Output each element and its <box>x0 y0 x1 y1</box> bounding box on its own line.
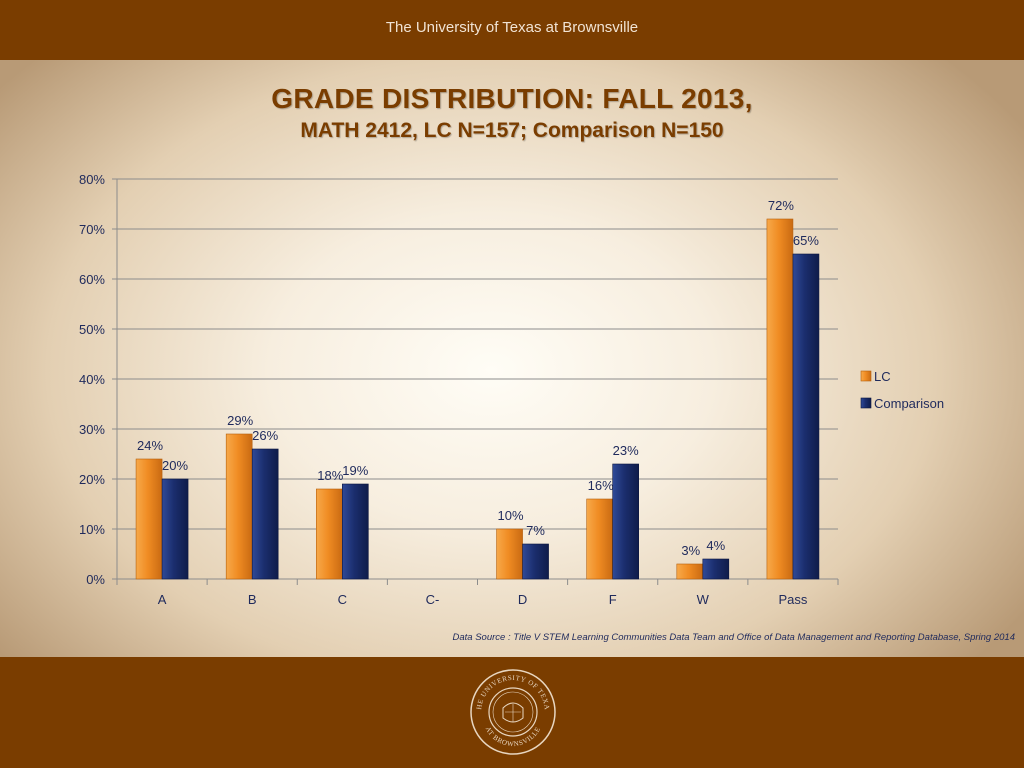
data-source-note: Data Source : Title V STEM Learning Comm… <box>452 632 1015 643</box>
data-label: 23% <box>613 443 639 458</box>
slide-subtitle: MATH 2412, LC N=157; Comparison N=150 <box>300 119 724 142</box>
y-tick-label: 0% <box>86 572 105 587</box>
header-title: The University of Texas at Brownsville <box>385 19 639 36</box>
data-label: 10% <box>498 508 524 523</box>
data-label: 16% <box>588 478 614 493</box>
x-tick-label: B <box>248 592 257 607</box>
bar-comparison-b <box>251 448 279 580</box>
x-tick-label: Pass <box>778 592 807 607</box>
legend-swatch-comparison <box>860 397 872 409</box>
svg-text:THE UNIVERSITY OF TEXAS: THE UNIVERSITY OF TEXAS <box>469 668 551 711</box>
bar-lc-a <box>135 458 163 580</box>
data-label: 20% <box>162 458 188 473</box>
data-label: 19% <box>342 463 368 478</box>
y-tick-label: 10% <box>79 522 105 537</box>
header-bar: The University of Texas at Brownsville <box>0 0 1024 60</box>
data-label: 65% <box>793 233 819 248</box>
data-label: 4% <box>706 538 725 553</box>
bar-comparison-f <box>612 463 639 580</box>
data-label: 72% <box>768 198 794 213</box>
slide-title: GRADE DISTRIBUTION: FALL 2013, <box>271 83 753 114</box>
grade-distribution-chart: 0% 10% 20% 30% 40% 50% 60% 70% 80% A B C C- D F W Pass 24… <box>79 172 944 607</box>
university-seal: THE UNIVERSITY OF TEXAS AT BROWNSVILLE <box>469 668 556 755</box>
data-label: 29% <box>227 413 253 428</box>
bar-lc-w <box>676 563 704 580</box>
svg-text:AT BROWNSVILLE: AT BROWNSVILLE <box>484 725 542 748</box>
bar-comparison-d <box>522 543 549 580</box>
footer-bar <box>0 657 1024 768</box>
y-tick-label: 40% <box>79 372 105 387</box>
data-label: 24% <box>137 438 163 453</box>
bar-comparison-a <box>161 478 189 580</box>
bar-lc-pass <box>766 218 794 580</box>
bar-comparison-c <box>342 483 369 580</box>
seal-bottom-text: AT BROWNSVILLE <box>484 725 542 748</box>
data-label: 7% <box>526 523 545 538</box>
legend-label-lc: LC <box>874 369 891 384</box>
y-tick-label: 20% <box>79 472 105 487</box>
y-tick-label: 50% <box>79 322 105 337</box>
bar-lc-c <box>316 488 343 580</box>
bar-lc-d <box>496 528 523 580</box>
bar-comparison-w <box>702 558 730 580</box>
x-tick-label: W <box>697 592 710 607</box>
y-tick-label: 60% <box>79 272 105 287</box>
legend-swatch-lc <box>860 370 872 382</box>
bar-lc-b <box>225 433 253 580</box>
data-label: 26% <box>252 428 278 443</box>
bar-lc-f <box>586 498 613 580</box>
x-tick-label: C <box>338 592 347 607</box>
bar-comparison-pass <box>792 253 820 580</box>
x-tick-label: F <box>609 592 617 607</box>
y-tick-label: 70% <box>79 222 105 237</box>
y-tick-label: 80% <box>79 172 105 187</box>
legend-label-comparison: Comparison <box>874 396 944 411</box>
x-tick-label: A <box>158 592 167 607</box>
x-tick-label: C- <box>426 592 440 607</box>
data-label: 3% <box>681 543 700 558</box>
seal-top-text: THE UNIVERSITY OF TEXAS <box>469 668 550 711</box>
y-tick-label: 30% <box>79 422 105 437</box>
data-label: 18% <box>317 468 343 483</box>
x-tick-label: D <box>518 592 527 607</box>
